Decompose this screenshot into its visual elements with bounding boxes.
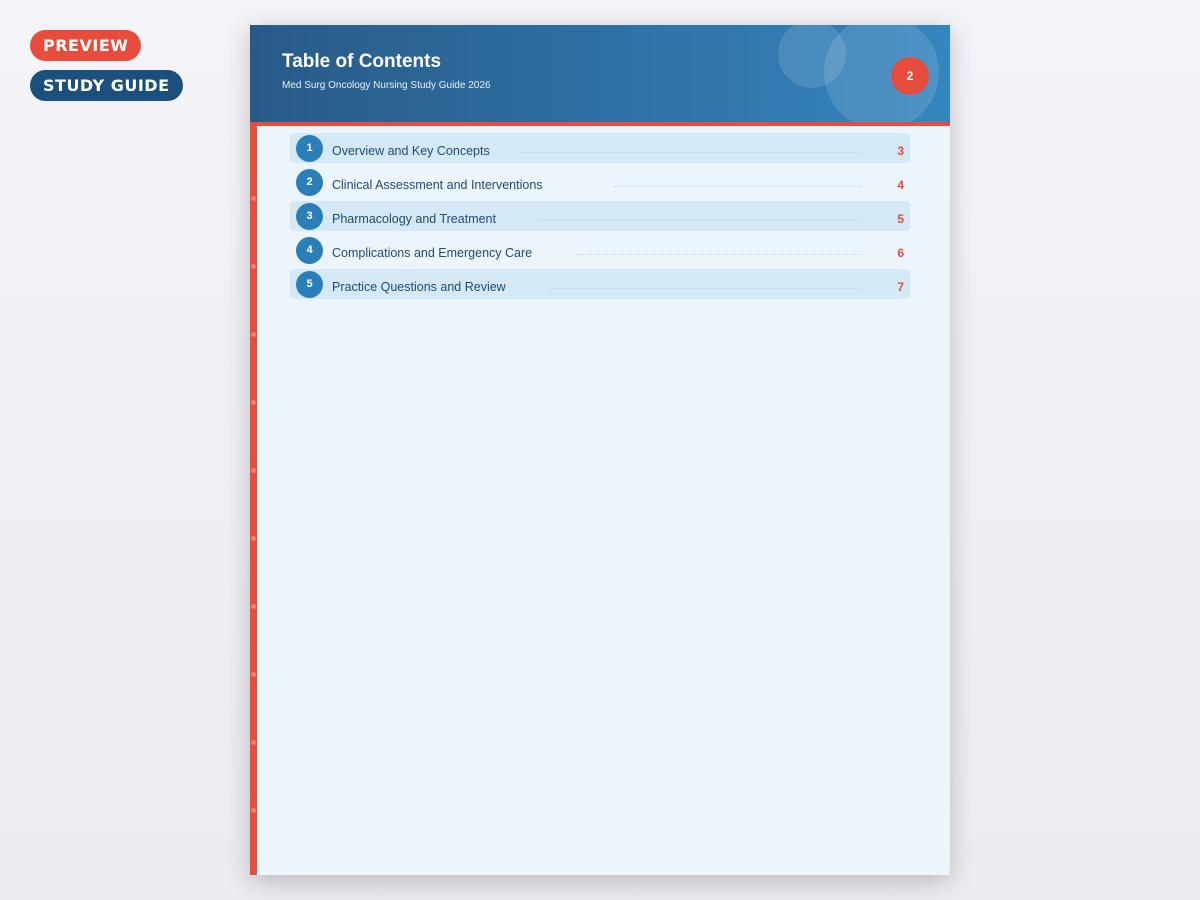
- decorative-circle: [778, 25, 846, 88]
- binding-dot: [251, 400, 256, 405]
- chapter-number: 4: [296, 237, 323, 264]
- binding-dot: [251, 264, 256, 269]
- chapter-number: 1: [296, 135, 323, 162]
- toc-entry[interactable]: 5 Practice Questions and Review 7: [290, 269, 910, 299]
- toc-entry[interactable]: 1 Overview and Key Concepts 3: [290, 133, 910, 163]
- chapter-title: Complications and Emergency Care: [332, 246, 533, 260]
- toc-entry[interactable]: 4 Complications and Emergency Care 6: [290, 235, 910, 265]
- study-guide-badge: STUDY GUIDE: [30, 70, 183, 101]
- dot-leader: [614, 186, 862, 187]
- binding-dot: [251, 604, 256, 609]
- chapter-number: 2: [296, 169, 323, 196]
- chapter-title: Overview and Key Concepts: [332, 144, 490, 158]
- chapter-title: Pharmacology and Treatment: [332, 212, 496, 226]
- binding-dot: [251, 536, 256, 541]
- page-subtitle: Med Surg Oncology Nursing Study Guide 20…: [282, 80, 491, 91]
- binding-dot: [251, 468, 256, 473]
- binding-dot: [251, 196, 256, 201]
- chapter-page: 5: [897, 212, 904, 226]
- left-accent-bar: [250, 126, 257, 875]
- binding-dot: [251, 740, 256, 745]
- chapter-title: Practice Questions and Review: [332, 280, 506, 294]
- preview-badge: PREVIEW: [30, 30, 142, 61]
- page-header: Table of Contents Med Surg Oncology Nurs…: [250, 25, 950, 126]
- document-page: Table of Contents Med Surg Oncology Nurs…: [250, 25, 950, 875]
- toc-entry[interactable]: 2 Clinical Assessment and Interventions …: [290, 167, 910, 197]
- chapter-number: 3: [296, 203, 323, 230]
- toc-entry[interactable]: 3 Pharmacology and Treatment 5: [290, 201, 910, 231]
- dot-leader: [520, 152, 862, 153]
- chapter-number: 5: [296, 271, 323, 298]
- dot-leader: [550, 288, 862, 289]
- binding-dot: [251, 672, 256, 677]
- chapter-title: Clinical Assessment and Interventions: [332, 178, 543, 192]
- dot-leader: [536, 220, 862, 221]
- chapter-page: 7: [897, 280, 904, 294]
- binding-dot: [251, 332, 256, 337]
- binding-dot: [251, 808, 256, 813]
- dot-leader: [576, 254, 862, 255]
- chapter-page: 4: [897, 178, 904, 192]
- chapter-page: 6: [897, 246, 904, 260]
- page-title: Table of Contents: [282, 51, 442, 72]
- chapter-page: 3: [897, 144, 904, 158]
- page-number-badge: 2: [891, 57, 929, 95]
